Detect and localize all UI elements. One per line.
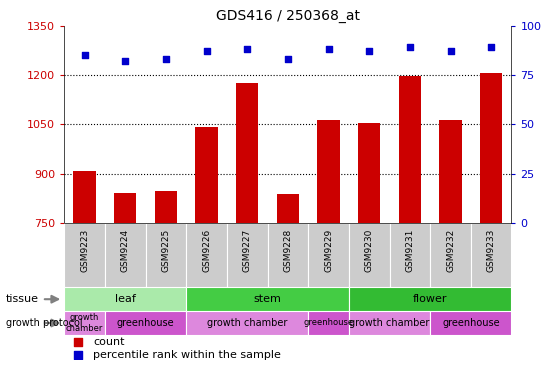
Text: growth chamber: growth chamber (207, 318, 287, 328)
Bar (186, 311, 308, 335)
Point (487, 44, 496, 50)
Point (324, 46, 333, 52)
Bar (155, 191, 177, 223)
Text: stem: stem (254, 294, 282, 304)
Title: GDS416 / 250368_at: GDS416 / 250368_at (216, 9, 360, 23)
Point (121, 58, 130, 64)
Bar (399, 76, 421, 223)
Point (405, 44, 414, 50)
Bar (105, 223, 145, 287)
Text: GSM9225: GSM9225 (162, 228, 170, 272)
Bar (64, 287, 186, 311)
Point (405, 315, 414, 321)
Text: growth chamber: growth chamber (349, 318, 430, 328)
Text: leaf: leaf (115, 294, 136, 304)
Text: greenhouse: greenhouse (117, 318, 174, 328)
Point (405, 195, 414, 201)
Bar (390, 223, 430, 287)
Bar (349, 287, 511, 311)
Text: GSM9227: GSM9227 (243, 228, 252, 272)
Bar (236, 83, 258, 223)
Text: flower: flower (413, 294, 447, 304)
Bar (430, 311, 511, 335)
Bar (308, 311, 349, 335)
Text: greenhouse: greenhouse (442, 318, 500, 328)
Bar (277, 194, 299, 223)
Bar (186, 223, 227, 287)
Point (202, 48, 211, 54)
Point (80, 52, 89, 58)
Bar (430, 223, 471, 287)
Bar (308, 223, 349, 287)
Point (162, 56, 170, 62)
Bar (349, 311, 430, 335)
Text: GSM9226: GSM9226 (202, 228, 211, 272)
Text: count: count (93, 337, 125, 347)
Text: GSM9228: GSM9228 (283, 228, 292, 272)
Bar (186, 287, 349, 311)
Text: tissue: tissue (6, 294, 39, 304)
Text: GSM9223: GSM9223 (80, 228, 89, 272)
Bar (318, 120, 340, 223)
Text: GSM9232: GSM9232 (446, 228, 455, 272)
Text: percentile rank within the sample: percentile rank within the sample (93, 350, 281, 361)
Text: GSM9229: GSM9229 (324, 228, 333, 272)
Bar (227, 223, 268, 287)
Bar (471, 223, 511, 287)
Bar (64, 223, 105, 287)
Bar (145, 223, 186, 287)
Bar (196, 127, 218, 223)
Bar (105, 311, 186, 335)
Bar (268, 223, 308, 287)
Text: growth protocol: growth protocol (6, 318, 82, 328)
Text: growth
chamber: growth chamber (66, 313, 103, 333)
Point (243, 46, 252, 52)
Text: GSM9231: GSM9231 (405, 228, 414, 272)
Bar (64, 311, 105, 335)
Text: GSM9230: GSM9230 (364, 228, 374, 272)
Point (364, 48, 373, 54)
Bar (114, 193, 136, 223)
Text: greenhouse: greenhouse (304, 318, 354, 328)
Bar (439, 120, 462, 223)
Point (446, 48, 455, 54)
Bar (480, 73, 503, 223)
Bar (358, 123, 380, 223)
Bar (349, 223, 390, 287)
Bar (73, 171, 96, 223)
Point (283, 56, 292, 62)
Text: GSM9233: GSM9233 (487, 228, 496, 272)
Text: GSM9224: GSM9224 (121, 228, 130, 272)
